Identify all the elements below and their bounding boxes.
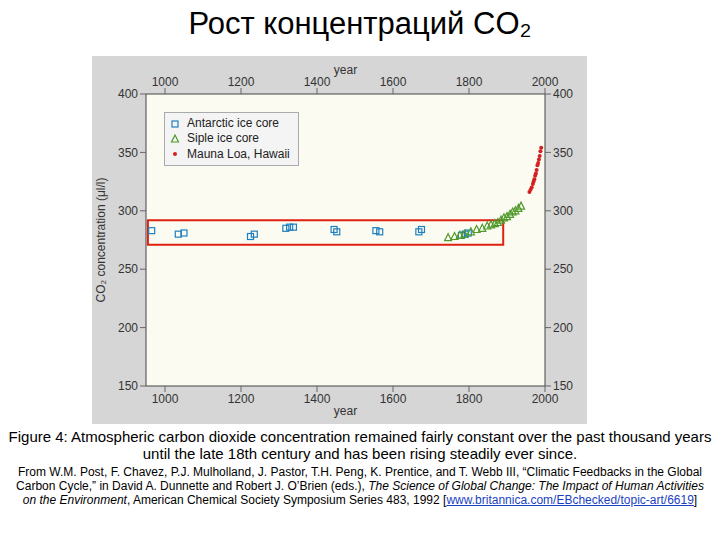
svg-text:CO₂ concentration (μl/l): CO₂ concentration (μl/l) (94, 178, 108, 303)
svg-text:year: year (334, 63, 357, 77)
svg-text:1800: 1800 (456, 75, 483, 89)
html-text:From W.M. Post, F. Chavez, P.J: From W.M. Post, F. Chavez, P.J. Mulholla… (16, 465, 704, 507)
html-text:Figure 4: Atmospheric carbon d: Figure 4: Atmospheric carbon dioxide con… (8, 428, 712, 462)
svg-text:200: 200 (553, 321, 573, 335)
svg-text:250: 250 (118, 262, 138, 276)
svg-text:400: 400 (553, 87, 573, 101)
svg-text:1400: 1400 (304, 392, 331, 406)
svg-text:200: 200 (118, 321, 138, 335)
svg-text:1600: 1600 (380, 75, 407, 89)
html-text:Mauna Loa, Hawaii: Mauna Loa, Hawaii (187, 147, 290, 161)
svg-text:1200: 1200 (228, 392, 255, 406)
svg-text:year: year (334, 404, 357, 418)
svg-text:300: 300 (118, 204, 138, 218)
html-text:Antarctic ice core: Antarctic ice core (187, 116, 279, 131)
svg-text:1000: 1000 (152, 392, 179, 406)
html-text:Рост концентраций CO₂: Рост концентраций CO₂ (188, 6, 532, 41)
svg-text:1000: 1000 (152, 75, 179, 89)
svg-text:1200: 1200 (228, 75, 255, 89)
svg-text:250: 250 (553, 262, 573, 276)
svg-text:1600: 1600 (380, 392, 407, 406)
svg-text:350: 350 (118, 146, 138, 160)
svg-text:2000: 2000 (532, 392, 559, 406)
svg-text:2000: 2000 (531, 75, 559, 89)
svg-text:300: 300 (553, 204, 573, 218)
svg-text:1800: 1800 (456, 392, 483, 406)
html-text:Siple ice core: Siple ice core (187, 131, 259, 146)
svg-text:150: 150 (553, 379, 573, 393)
svg-text:150: 150 (118, 379, 138, 393)
svg-text:350: 350 (553, 146, 573, 160)
svg-text:400: 400 (118, 87, 138, 101)
svg-text:1400: 1400 (304, 75, 331, 89)
